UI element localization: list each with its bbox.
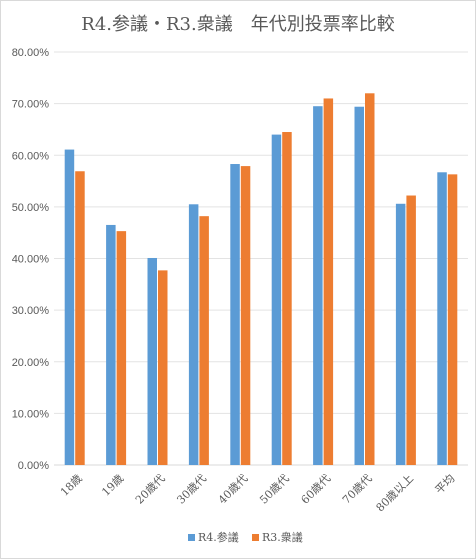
x-tick-label: 30歳代 [174,472,209,507]
x-tick-label: 40歳代 [216,472,251,507]
bar-series1 [188,204,199,465]
y-tick-label: 40.00% [12,254,50,266]
legend-label: R3.衆議 [262,530,303,544]
bar-series2 [406,195,416,465]
bar-series1 [354,106,364,465]
y-tick-label: 80.00% [12,47,50,59]
bar-series1 [230,164,240,465]
bar-series1 [147,257,157,465]
y-tick-label: 20.00% [12,357,50,369]
legend-swatch [252,534,259,541]
x-tick-label: 70歳代 [340,472,375,507]
grid-layer [54,51,468,466]
bar-series2 [240,166,251,465]
x-tick-label: 18歳 [58,472,85,499]
bar-series2 [323,98,334,466]
chart-title: R4.参議・R3.衆議 年代別投票率比較 [81,14,395,35]
bar-series1 [64,149,75,466]
bar-series1 [313,106,323,466]
bar-series1 [271,134,282,465]
bar-layer [64,93,458,466]
bar-series1 [395,203,406,465]
bar-series2 [282,132,292,466]
bar-series2 [447,174,458,465]
y-tick-label: 60.00% [12,150,50,162]
bar-series1 [437,172,447,465]
x-tick-label: 60歳代 [299,472,334,507]
legend-label: R4.参議 [198,530,239,544]
bar-series2 [365,93,375,466]
x-tick-label: 平均 [433,472,458,497]
y-tick-label: 10.00% [12,408,50,420]
x-tick-label: 50歳代 [257,472,292,507]
x-tick-label: 20歳代 [133,472,168,507]
x-tick-label: 80歳以上 [374,472,416,514]
legend-swatch [188,534,195,541]
y-tick-label: 30.00% [12,305,50,317]
bar-series2 [199,216,209,465]
bar-series2 [158,270,168,465]
bar-series1 [106,224,116,465]
x-tick-label: 19歳 [99,472,126,499]
y-tick-label: 0.00% [18,460,49,472]
bar-series2 [75,171,85,465]
legend-layer: R4.参議 R3.衆議 [188,530,303,544]
y-tick-label: 70.00% [12,99,50,111]
bar-series2 [116,231,127,465]
y-tick-label: 50.00% [12,202,50,214]
